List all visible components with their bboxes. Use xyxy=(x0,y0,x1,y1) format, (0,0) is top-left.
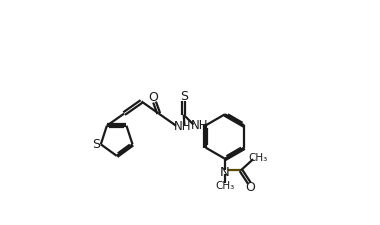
Text: NH: NH xyxy=(174,120,191,133)
Text: S: S xyxy=(180,90,188,103)
Text: N: N xyxy=(220,166,230,179)
Text: CH₃: CH₃ xyxy=(215,181,234,191)
Text: CH₃: CH₃ xyxy=(249,153,268,163)
Text: NH: NH xyxy=(192,119,209,132)
Text: S: S xyxy=(92,138,100,151)
Text: O: O xyxy=(149,91,158,104)
Text: O: O xyxy=(245,181,255,194)
